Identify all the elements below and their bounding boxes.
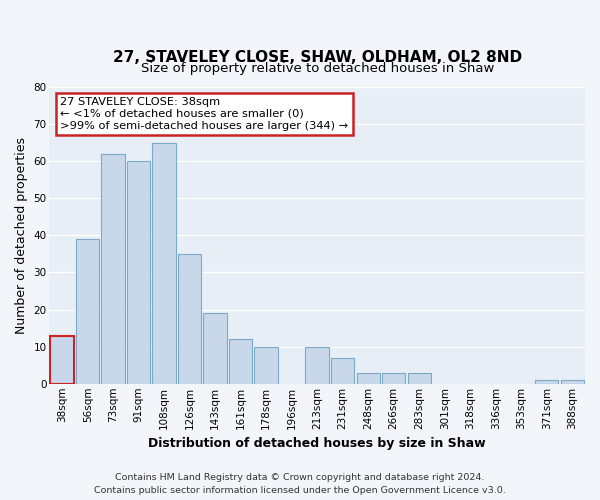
Title: 27, STAVELEY CLOSE, SHAW, OLDHAM, OL2 8ND: 27, STAVELEY CLOSE, SHAW, OLDHAM, OL2 8N…: [113, 50, 522, 65]
Text: Contains HM Land Registry data © Crown copyright and database right 2024.
Contai: Contains HM Land Registry data © Crown c…: [94, 474, 506, 495]
Bar: [50, 336, 74, 384]
Bar: [535, 380, 559, 384]
Bar: [254, 346, 278, 384]
Bar: [407, 372, 431, 384]
Bar: [560, 380, 584, 384]
Text: 27 STAVELEY CLOSE: 38sqm
← <1% of detached houses are smaller (0)
>99% of semi-d: 27 STAVELEY CLOSE: 38sqm ← <1% of detach…: [60, 98, 348, 130]
Text: Size of property relative to detached houses in Shaw: Size of property relative to detached ho…: [140, 62, 494, 75]
Bar: [101, 154, 125, 384]
Bar: [178, 254, 202, 384]
X-axis label: Distribution of detached houses by size in Shaw: Distribution of detached houses by size …: [148, 437, 486, 450]
Y-axis label: Number of detached properties: Number of detached properties: [15, 137, 28, 334]
Bar: [203, 314, 227, 384]
Bar: [152, 142, 176, 384]
Bar: [356, 372, 380, 384]
Bar: [229, 339, 253, 384]
Bar: [382, 372, 406, 384]
Bar: [305, 346, 329, 384]
Bar: [127, 161, 151, 384]
Bar: [76, 239, 100, 384]
Bar: [331, 358, 355, 384]
